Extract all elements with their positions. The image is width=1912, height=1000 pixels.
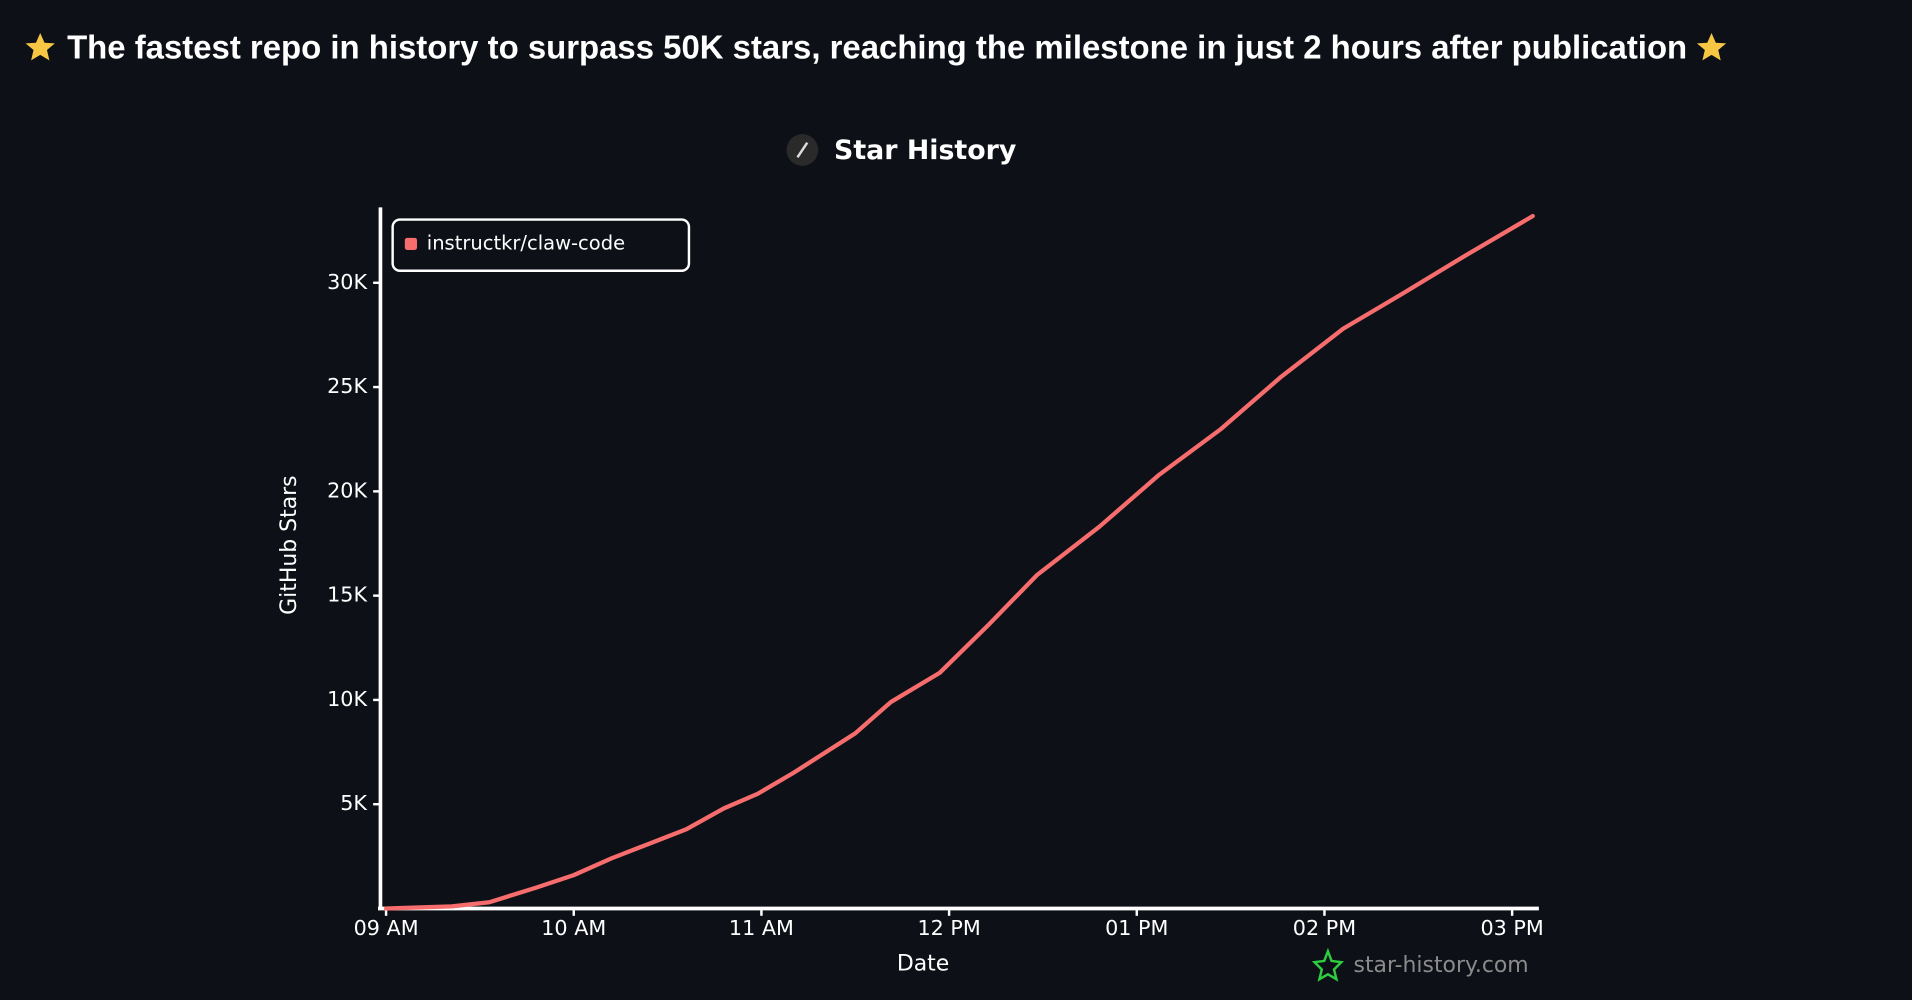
x-tick-label: 09 AM <box>354 916 419 940</box>
title-icon <box>796 142 809 159</box>
legend-label: instructkr/claw-code <box>427 231 625 254</box>
x-tick-label: 11 AM <box>729 916 794 940</box>
legend-swatch <box>404 237 418 251</box>
plot: 5K 10K 15K 20K 25K 30K 09 AM 10 AM 11 AM 12 PM 01 … <box>327 213 1544 940</box>
y-tick-label: 30K <box>327 270 368 294</box>
x-tick-label: 12 PM <box>917 916 980 940</box>
x-tick-label: 10 AM <box>541 916 606 940</box>
x-axis-label: Date <box>897 952 949 977</box>
legend-box <box>391 218 691 272</box>
x-tick-label: 03 PM <box>1480 916 1543 940</box>
y-tick-label: 5K <box>340 791 368 815</box>
y-tick-label: 25K <box>327 374 368 398</box>
watermark-icon <box>1311 947 1344 982</box>
y-axis-label: GitHub Stars <box>277 475 302 614</box>
x-tick-label: 01 PM <box>1105 916 1168 940</box>
chart-title: Star History <box>834 135 1016 166</box>
y-tick-label: 20K <box>327 478 368 502</box>
heading: The fastest repo in history to surpass 5… <box>67 29 1687 66</box>
watermark: star-history.com <box>1354 953 1529 978</box>
star-icon <box>25 32 55 61</box>
x-tick-label: 02 PM <box>1293 916 1356 940</box>
star-icon <box>1696 32 1727 61</box>
y-tick-label: 15K <box>327 583 368 607</box>
series-line <box>383 213 1535 911</box>
y-tick-label: 10K <box>327 687 368 711</box>
